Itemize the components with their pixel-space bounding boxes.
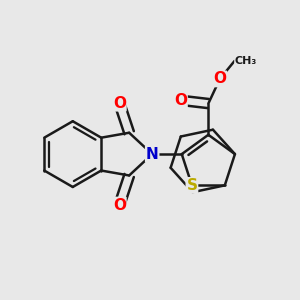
Text: O: O xyxy=(113,198,126,213)
Text: O: O xyxy=(174,93,187,108)
Text: O: O xyxy=(213,71,226,86)
Text: S: S xyxy=(186,178,197,193)
Text: O: O xyxy=(113,96,126,111)
Text: N: N xyxy=(146,147,158,162)
Text: CH₃: CH₃ xyxy=(235,56,257,66)
